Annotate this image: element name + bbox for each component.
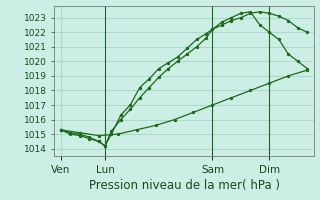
X-axis label: Pression niveau de la mer( hPa ): Pression niveau de la mer( hPa )	[89, 179, 279, 192]
